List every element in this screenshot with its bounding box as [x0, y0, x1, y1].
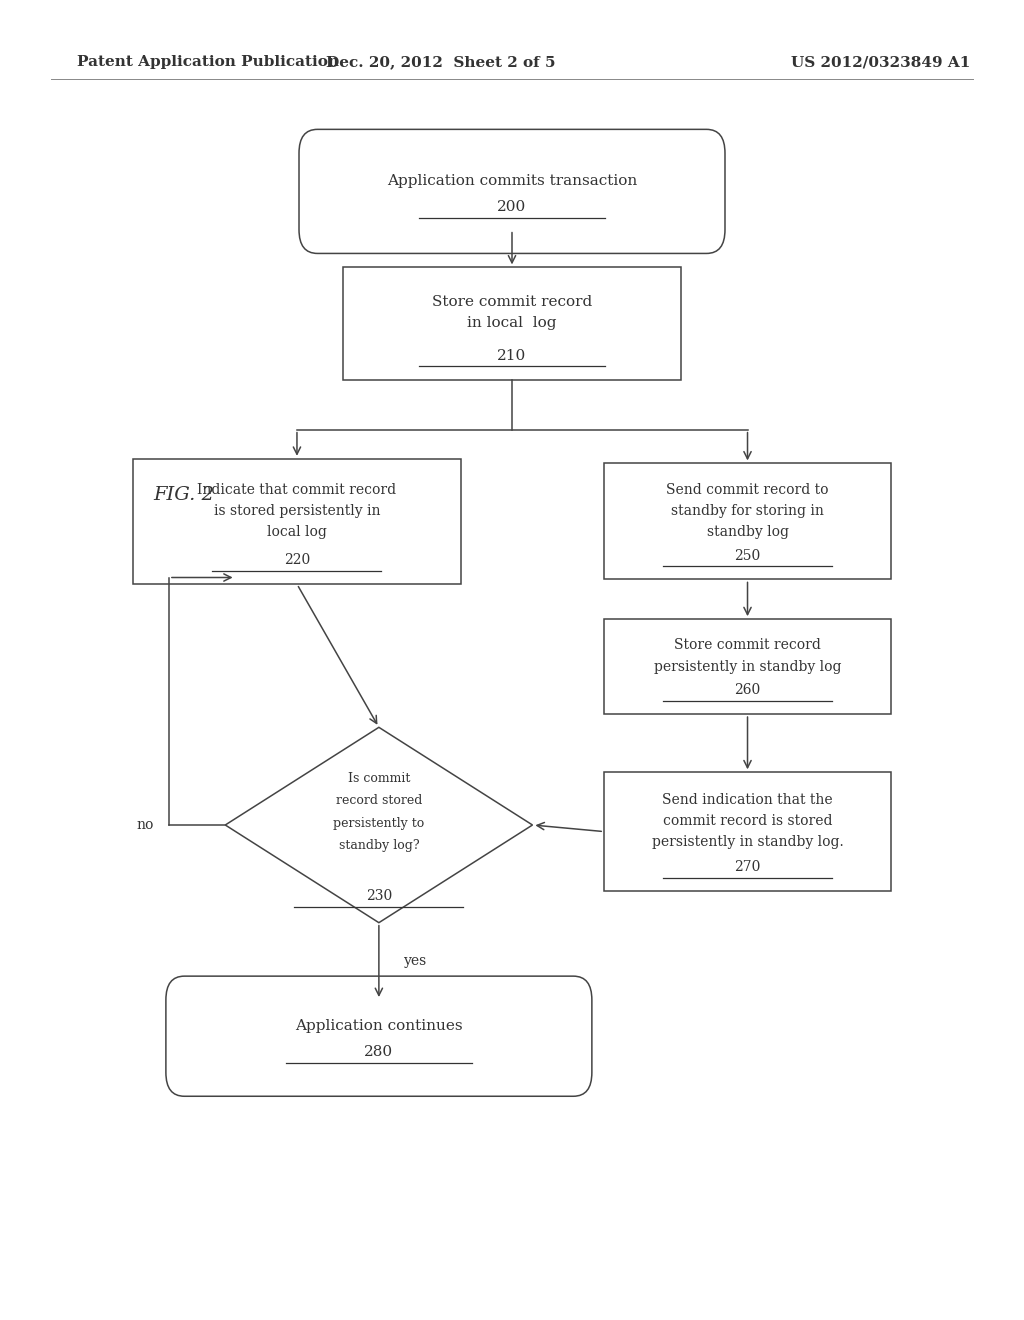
Bar — [604, 619, 891, 714]
Text: Application continues: Application continues — [295, 1019, 463, 1032]
Bar — [604, 463, 891, 579]
Text: 280: 280 — [365, 1045, 393, 1059]
Text: Patent Application Publication: Patent Application Publication — [77, 55, 339, 69]
Text: 270: 270 — [734, 861, 761, 874]
Text: local log: local log — [267, 525, 327, 539]
Text: 200: 200 — [498, 201, 526, 214]
Text: standby log: standby log — [707, 525, 788, 539]
Text: no: no — [136, 818, 154, 832]
Text: Dec. 20, 2012  Sheet 2 of 5: Dec. 20, 2012 Sheet 2 of 5 — [326, 55, 555, 69]
Text: US 2012/0323849 A1: US 2012/0323849 A1 — [791, 55, 971, 69]
Text: Store commit record: Store commit record — [674, 639, 821, 652]
Text: Send commit record to: Send commit record to — [667, 483, 828, 496]
Text: yes: yes — [404, 954, 428, 969]
Text: 210: 210 — [498, 348, 526, 363]
FancyBboxPatch shape — [166, 977, 592, 1096]
Text: standby for storing in: standby for storing in — [671, 504, 824, 517]
Text: persistently in standby log: persistently in standby log — [653, 660, 842, 673]
Text: persistently in standby log.: persistently in standby log. — [651, 836, 844, 849]
Text: persistently to: persistently to — [333, 817, 425, 829]
Text: FIG. 2: FIG. 2 — [154, 486, 215, 504]
Bar — [343, 267, 681, 380]
Text: is stored persistently in: is stored persistently in — [214, 504, 380, 517]
Text: in local  log: in local log — [467, 317, 557, 330]
Text: 220: 220 — [284, 553, 310, 568]
Text: Indicate that commit record: Indicate that commit record — [198, 483, 396, 496]
Text: 260: 260 — [734, 684, 761, 697]
Text: Application commits transaction: Application commits transaction — [387, 174, 637, 187]
Text: record stored: record stored — [336, 795, 422, 807]
Bar — [604, 772, 891, 891]
Text: commit record is stored: commit record is stored — [663, 814, 833, 828]
Bar — [133, 459, 461, 583]
Text: 230: 230 — [366, 890, 392, 903]
Polygon shape — [225, 727, 532, 923]
Text: standby log?: standby log? — [339, 840, 419, 851]
Text: 250: 250 — [734, 549, 761, 562]
Text: Store commit record: Store commit record — [432, 296, 592, 309]
Text: Send indication that the: Send indication that the — [663, 793, 833, 807]
Text: Is commit: Is commit — [348, 772, 410, 784]
FancyBboxPatch shape — [299, 129, 725, 253]
